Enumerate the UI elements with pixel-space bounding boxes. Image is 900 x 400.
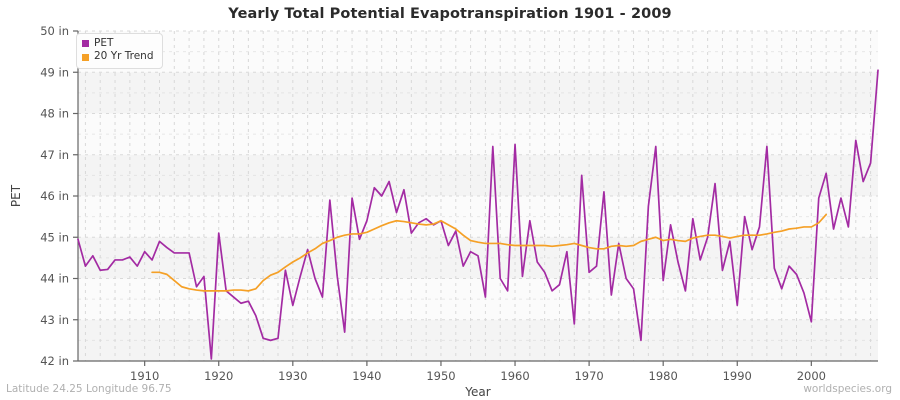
y-tick-label: 45 in bbox=[40, 230, 69, 244]
x-tick-label: 1960 bbox=[500, 369, 529, 383]
legend-label-trend: 20 Yr Trend bbox=[94, 50, 154, 63]
legend-swatch-trend bbox=[82, 53, 89, 61]
legend-swatch-pet bbox=[82, 40, 89, 48]
x-tick-label: 1970 bbox=[574, 369, 603, 383]
y-tick-label: 50 in bbox=[40, 24, 69, 38]
x-axis-title: Year bbox=[464, 385, 490, 399]
footer-attribution: worldspecies.org bbox=[803, 383, 892, 395]
y-tick-label: 48 in bbox=[40, 107, 69, 121]
y-tick-label: 49 in bbox=[40, 65, 69, 79]
y-tick-label: 42 in bbox=[40, 354, 69, 368]
x-tick-label: 1930 bbox=[278, 369, 307, 383]
y-tick-label: 44 in bbox=[40, 272, 69, 286]
x-tick-label: 1980 bbox=[649, 369, 678, 383]
y-axis-title: PET bbox=[9, 184, 23, 207]
footer-coordinates: Latitude 24.25 Longitude 96.75 bbox=[6, 383, 172, 395]
series-line-pet bbox=[77, 69, 879, 360]
x-tick-label: 1990 bbox=[723, 369, 752, 383]
x-tick-label: 1920 bbox=[204, 369, 233, 383]
chart-title: Yearly Total Potential Evapotranspiratio… bbox=[228, 6, 672, 22]
y-tick-label: 43 in bbox=[40, 313, 69, 327]
legend-item-pet[interactable]: PET bbox=[82, 37, 154, 50]
y-tick-label: 47 in bbox=[40, 148, 69, 162]
chart-legend: PET 20 Yr Trend bbox=[76, 33, 163, 69]
x-tick-label: 2000 bbox=[797, 369, 826, 383]
x-tick-label: 1950 bbox=[426, 369, 455, 383]
legend-label-pet: PET bbox=[94, 37, 114, 49]
series-line-20-yr-trend bbox=[151, 213, 828, 292]
legend-item-trend[interactable]: 20 Yr Trend bbox=[82, 50, 154, 63]
y-tick-label: 46 in bbox=[40, 189, 69, 203]
x-tick-label: 1940 bbox=[352, 369, 381, 383]
x-tick-label: 1910 bbox=[130, 369, 159, 383]
